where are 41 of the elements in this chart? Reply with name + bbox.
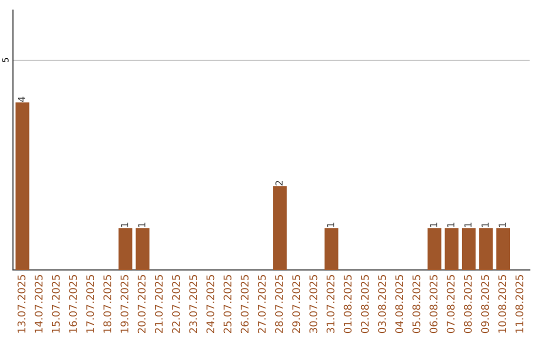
data-label: 1 [121,222,128,227]
x-tick-label: 10.08.2025 [498,275,506,333]
x-tick-label: 22.07.2025 [172,275,180,334]
x-tick-label: 15.07.2025 [52,275,60,333]
x-tick-label: 18.07.2025 [103,275,112,333]
x-tick-label: 03.08.2025 [378,275,386,334]
data-label: 1 [138,222,146,227]
x-tick-label: 30.07.2025 [309,275,318,333]
x-tick-label: 01.08.2025 [344,275,352,334]
x-tick-label: 20.07.2025 [138,275,146,334]
y-tick-label: 5 [2,58,9,62]
x-tick-label: 21.07.2025 [154,275,163,334]
data-label: 1 [430,222,438,227]
data-label: 1 [464,222,472,227]
data-label: 4 [18,96,26,102]
x-tick-label: 17.07.2025 [86,275,94,333]
x-tick-label: 11.08.2025 [515,275,524,333]
data-label: 1 [327,222,334,227]
x-tick-label: 14.07.2025 [34,275,43,333]
x-tick-label: 02.08.2025 [360,275,369,334]
data-label: 1 [498,222,506,227]
x-tick-label: 24.07.2025 [206,275,214,334]
x-tick-label: 08.08.2025 [464,275,472,334]
x-tick-label: 27.07.2025 [258,275,266,334]
x-tick-label: 28.07.2025 [275,275,283,334]
x-tick-label: 25.07.2025 [224,275,232,334]
x-tick-label: 29.07.2025 [292,275,300,334]
x-tick-label: 07.08.2025 [446,275,455,334]
x-tick-label: 23.07.2025 [189,275,198,334]
x-tick-label: 19.07.2025 [120,275,128,333]
data-label: 1 [482,222,489,227]
x-tick-label: 05.08.2025 [412,275,420,334]
x-tick-label: 13.07.2025 [18,275,26,333]
data-label: 1 [447,222,454,227]
x-tick-label: 09.08.2025 [481,275,489,334]
x-tick-label: 26.07.2025 [240,275,249,334]
data-label: 2 [275,180,283,186]
x-tick-label: 04.08.2025 [395,275,404,334]
x-tick-label: 31.07.2025 [326,275,334,333]
x-tick-label: 06.08.2025 [430,275,438,334]
x-tick-label: 16.07.2025 [69,275,77,333]
